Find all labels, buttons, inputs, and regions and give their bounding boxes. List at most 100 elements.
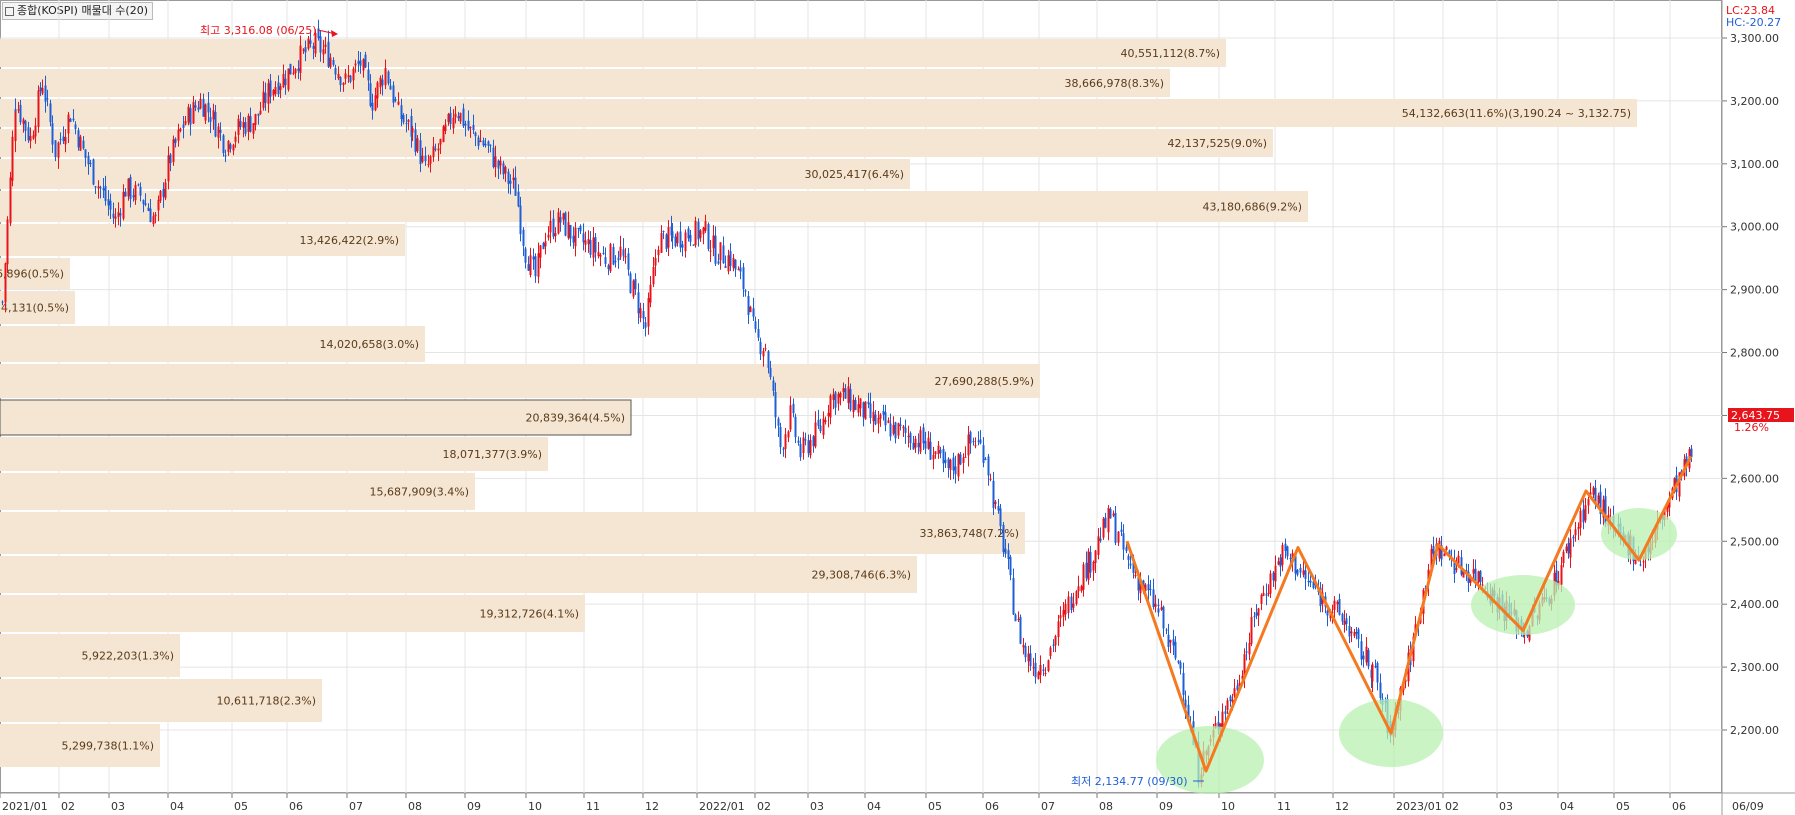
lc-label: LC:23.84 <box>1726 4 1775 17</box>
candle-body <box>294 68 297 74</box>
candle-body <box>674 236 677 247</box>
candle-body <box>904 427 907 433</box>
candle-body <box>1341 614 1344 622</box>
candle-body <box>1338 598 1341 615</box>
candle-body <box>644 322 647 328</box>
candle-body <box>1453 560 1456 575</box>
candle-body <box>1604 496 1607 525</box>
candle-body <box>64 137 67 145</box>
candle-body <box>934 451 937 455</box>
candle-body <box>1474 568 1477 584</box>
candle-body <box>1589 492 1592 495</box>
candle-body <box>1087 551 1090 580</box>
candle-body <box>507 171 510 184</box>
candle-body <box>62 136 65 142</box>
candle-body <box>1343 621 1346 626</box>
chart-title[interactable]: 종합(KOSPI) 매물대 수(20) <box>2 2 154 20</box>
candle-body <box>394 99 397 101</box>
current-change: 1.26% <box>1734 421 1769 434</box>
candle-body <box>657 249 660 256</box>
candle-body <box>297 68 300 72</box>
candle-body <box>509 180 512 184</box>
candle-body <box>1592 487 1595 495</box>
candle-body <box>709 250 712 252</box>
annotations: 최고 3,316.08 (06/25) 최저 2,134.77 (09/30) <box>200 24 1204 788</box>
candle-body <box>924 440 927 449</box>
candle-body <box>182 124 185 128</box>
candle-body <box>4 263 7 303</box>
candle-body <box>679 231 682 248</box>
candle-body <box>994 501 997 505</box>
candle-body <box>222 135 225 153</box>
volume-band-label: 40,551,112(8.7%) <box>1120 47 1220 60</box>
candle-body <box>302 49 305 51</box>
candle-body <box>354 63 357 66</box>
candle-body <box>1154 603 1157 607</box>
candle-body <box>267 83 270 104</box>
candle-body <box>1309 580 1312 583</box>
candle-body <box>1024 646 1027 658</box>
candle-body <box>562 213 565 220</box>
candle-body <box>1257 608 1260 616</box>
candle-body <box>219 129 222 133</box>
candle-body <box>1179 662 1182 669</box>
candle-body <box>127 178 130 197</box>
candle-body <box>762 350 765 357</box>
high-arrowhead <box>331 30 338 37</box>
candle-body <box>897 423 900 436</box>
candle-body <box>1152 589 1155 607</box>
candle-body <box>381 79 384 86</box>
hc-label: HC:-20.27 <box>1726 16 1781 29</box>
candle-body <box>842 387 845 393</box>
candle-body <box>1457 555 1460 564</box>
candle-body <box>1274 565 1277 582</box>
candle-body <box>484 143 487 146</box>
candle-body <box>362 59 365 71</box>
candle-body <box>519 205 522 235</box>
candle-body <box>1017 618 1020 620</box>
candle-body <box>1241 675 1244 680</box>
volume-band <box>0 224 405 256</box>
candle-body <box>974 445 977 447</box>
candle-body <box>439 139 442 145</box>
x-tick-label: 04 <box>170 800 184 813</box>
candle-body <box>19 104 22 123</box>
candle-body <box>1075 591 1078 604</box>
candle-body <box>622 249 625 256</box>
candle-body <box>414 129 417 152</box>
candle-body <box>27 127 30 141</box>
candle-body <box>452 117 455 129</box>
candle-body <box>410 116 413 137</box>
volume-band <box>0 191 1308 222</box>
candle-body <box>754 321 757 330</box>
y-tick-label: 2,200.00 <box>1730 724 1779 737</box>
candle-body <box>807 440 810 454</box>
candle-body <box>419 140 422 165</box>
candle-body <box>1307 581 1310 583</box>
candle-body <box>217 126 220 138</box>
candle-body <box>1132 562 1135 573</box>
x-tick-label: 09 <box>1159 800 1173 813</box>
candle-body <box>1184 699 1187 709</box>
candle-body <box>614 261 617 263</box>
candle-body <box>254 114 257 125</box>
candle-body <box>619 246 622 258</box>
candle-body <box>909 433 912 444</box>
candle-body <box>262 91 265 108</box>
candle-body <box>327 41 330 67</box>
candle-body <box>287 68 290 90</box>
y-tick-label: 2,300.00 <box>1730 661 1779 674</box>
candle-body <box>192 102 195 124</box>
candle-body <box>1438 540 1441 559</box>
volume-band <box>0 99 1637 127</box>
candle-body <box>1265 594 1268 596</box>
candle-body <box>207 102 210 113</box>
candle-body <box>689 234 692 242</box>
candle-body <box>344 73 347 79</box>
candle-body <box>1331 612 1334 614</box>
checkbox-icon[interactable] <box>5 6 14 16</box>
chart-title-text: 종합(KOSPI) 매물대 수(20) <box>17 4 149 17</box>
candle-body <box>92 159 95 185</box>
candle-body <box>964 456 967 458</box>
